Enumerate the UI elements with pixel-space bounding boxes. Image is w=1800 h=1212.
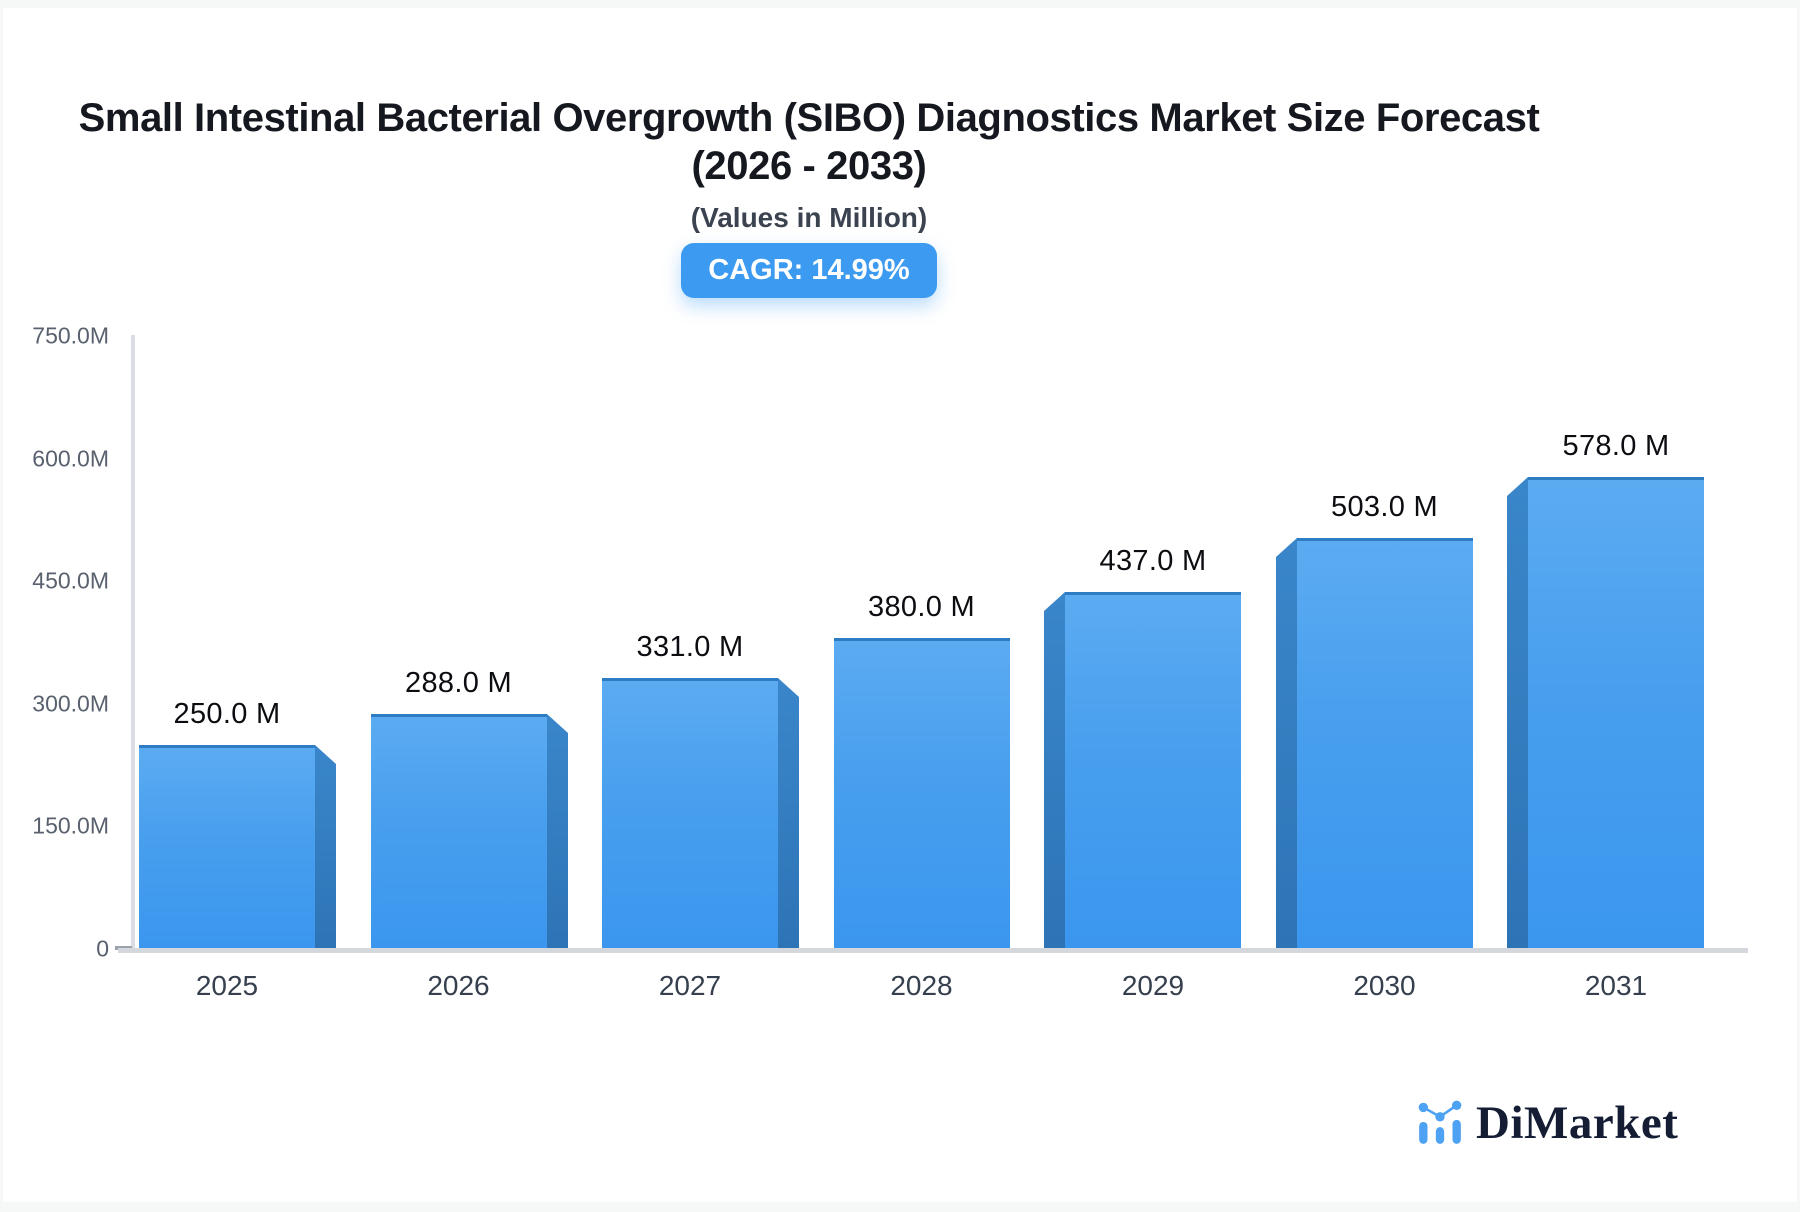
cagr-badge: CAGR: 14.99% <box>681 243 937 298</box>
bar-2030 <box>1297 538 1473 949</box>
page-title: Small Intestinal Bacterial Overgrowth (S… <box>3 94 1615 190</box>
logo-chart-icon <box>1418 1100 1462 1144</box>
bar-side-face <box>1276 538 1297 949</box>
bar-2027 <box>602 678 778 949</box>
bar-value-label: 331.0 M <box>636 631 744 663</box>
x-axis-label: 2027 <box>658 970 722 1001</box>
bar-value-label: 578.0 M <box>1562 430 1670 462</box>
cagr-badge-row: CAGR: 14.99% <box>3 243 1615 298</box>
brand-logo: DiMarket <box>1415 1096 1678 1150</box>
bar-2025 <box>139 745 315 949</box>
bar-2026 <box>371 714 547 949</box>
y-axis-line <box>131 335 135 953</box>
title-line-2: (2026 - 2033) <box>691 144 927 188</box>
bar-side-face <box>778 678 799 949</box>
bar-side-face <box>1044 592 1065 949</box>
chart-card: Small Intestinal Bacterial Overgrowth (S… <box>3 8 1797 1202</box>
bar-value-label: 437.0 M <box>1099 545 1207 577</box>
y-axis-label: 0 <box>96 935 109 962</box>
x-axis-label: 2028 <box>890 970 953 1001</box>
chart-header: Small Intestinal Bacterial Overgrowth (S… <box>3 94 1615 298</box>
bar-value-label: 503.0 M <box>1331 491 1438 523</box>
logo-text: DiMarket <box>1476 1097 1679 1149</box>
y-axis-label: 600.0M <box>32 445 109 472</box>
bar-2028 <box>834 638 1010 949</box>
bar-value-label: 288.0 M <box>405 667 512 699</box>
bar-value-label: 380.0 M <box>868 591 975 623</box>
x-axis-label: 2031 <box>1584 970 1648 1001</box>
bar-2029 <box>1065 592 1241 949</box>
bar-side-face <box>547 714 568 949</box>
bar-side-face <box>315 745 336 949</box>
x-axis-label: 2026 <box>427 970 490 1001</box>
bar-2031 <box>1528 477 1704 949</box>
y-axis-label: 300.0M <box>32 690 109 717</box>
x-axis-label: 2029 <box>1121 970 1185 1001</box>
x-axis-label: 2025 <box>195 970 259 1001</box>
bar-value-label: 250.0 M <box>173 698 281 730</box>
bar-side-face <box>1507 477 1528 949</box>
y-axis-label: 150.0M <box>32 812 109 839</box>
title-line-1: Small Intestinal Bacterial Overgrowth (S… <box>78 96 1540 140</box>
y-axis-label: 450.0M <box>32 567 109 594</box>
x-axis-label: 2030 <box>1353 970 1416 1001</box>
x-axis-line <box>118 948 1748 953</box>
y-axis-label: 750.0M <box>32 322 109 349</box>
chart-subtitle: (Values in Million) <box>690 202 928 233</box>
